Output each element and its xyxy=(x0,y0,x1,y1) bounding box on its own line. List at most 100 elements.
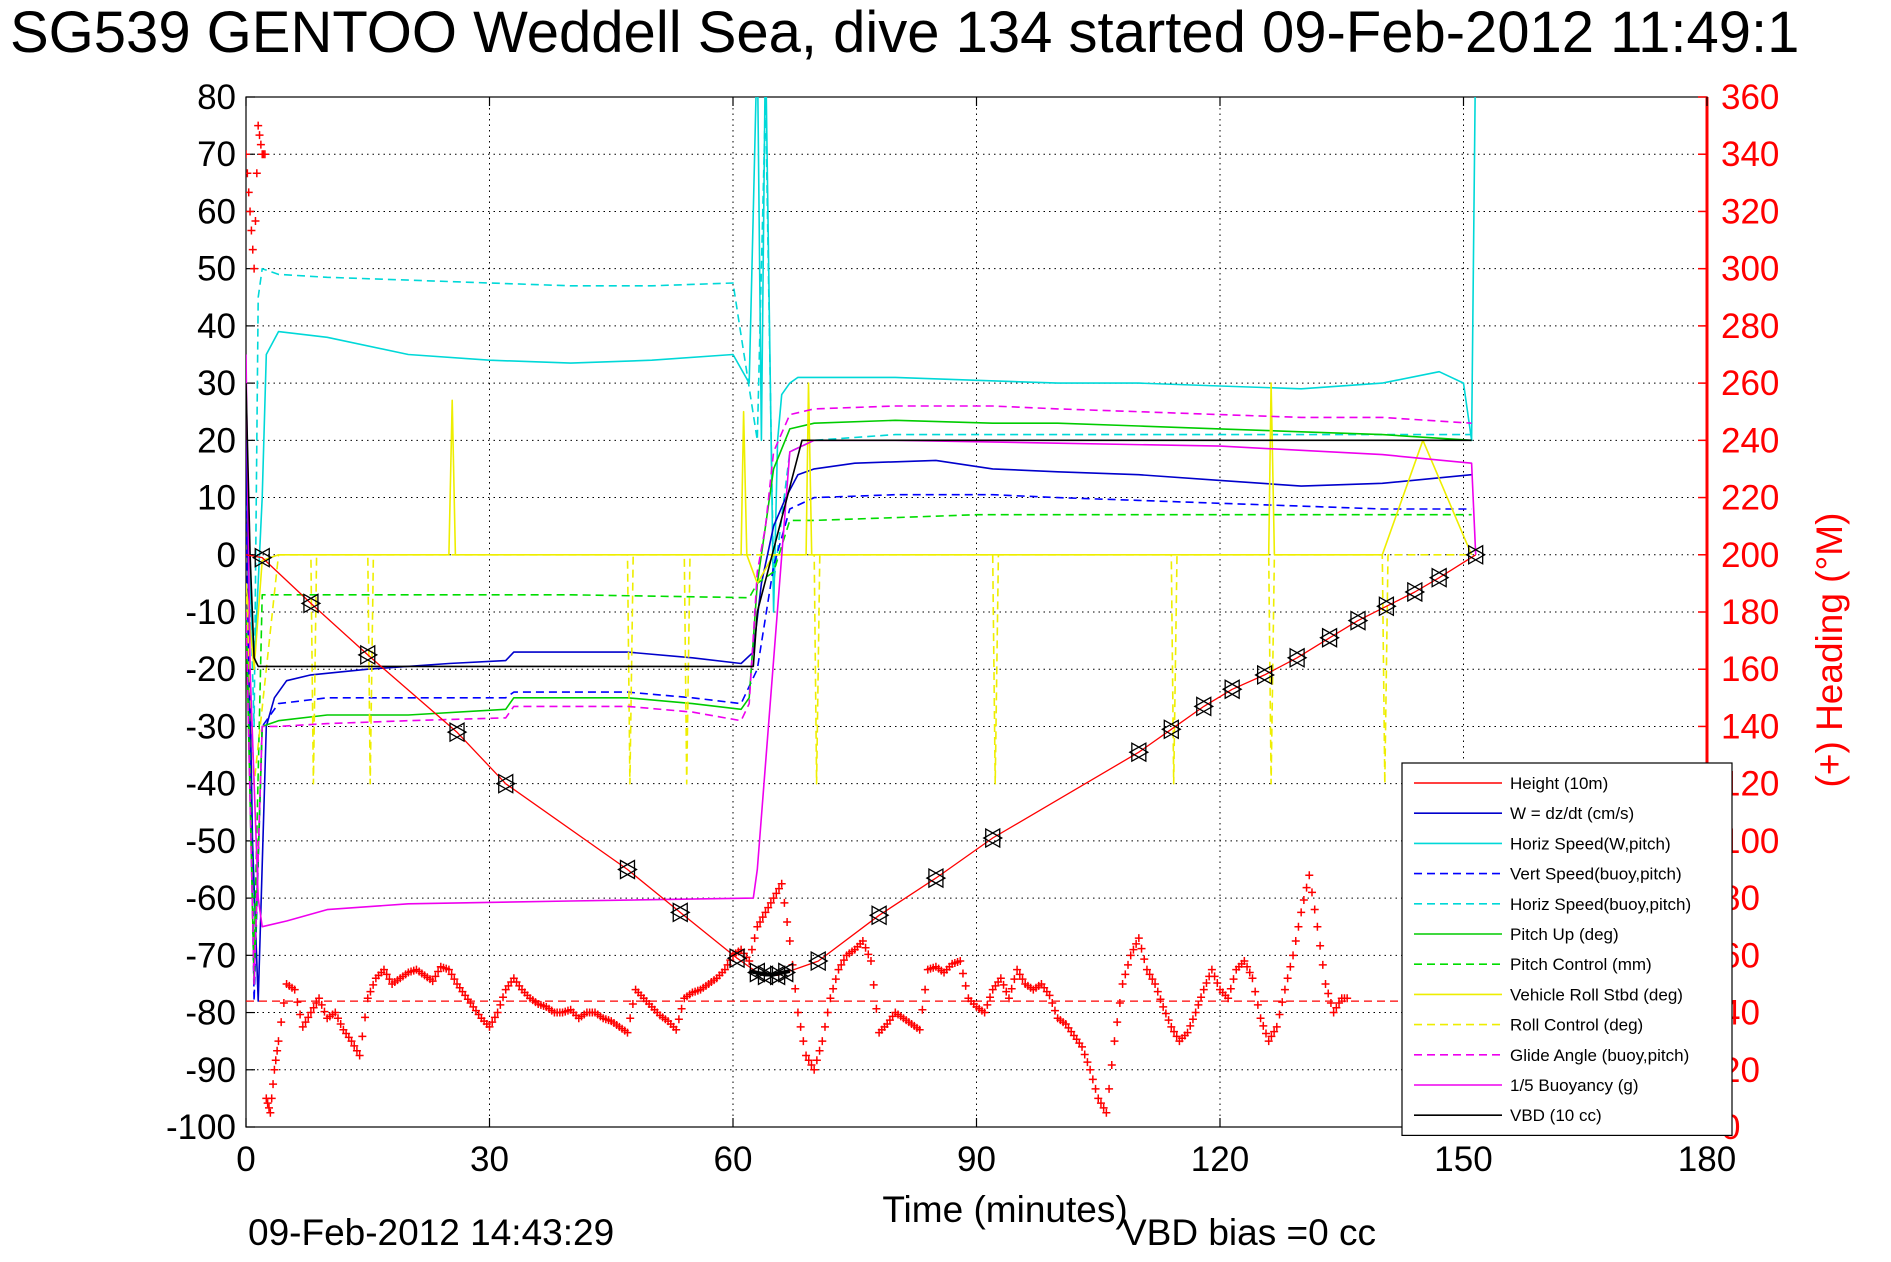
x-axis-label: Time (minutes) xyxy=(882,1189,1127,1230)
heading-point xyxy=(1324,989,1333,998)
tick-label-left: 50 xyxy=(197,250,236,289)
tick-label-left: 0 xyxy=(217,536,236,575)
heading-point xyxy=(1305,871,1314,880)
heading-point xyxy=(317,1000,326,1009)
height-marker-inverse xyxy=(251,547,270,568)
heading-point xyxy=(753,922,762,931)
heading-point xyxy=(1299,896,1308,905)
heading-point xyxy=(444,965,453,974)
height-marker-inverse xyxy=(1193,696,1212,717)
heading-point xyxy=(831,975,840,984)
height-marker xyxy=(1289,647,1308,668)
heading-point xyxy=(270,1065,279,1074)
heading-point xyxy=(866,957,875,966)
series-line-0 xyxy=(246,554,1477,977)
heading-point xyxy=(1094,1094,1103,1103)
heading-point xyxy=(1207,965,1216,974)
heading-point xyxy=(807,1061,816,1070)
heading-point xyxy=(996,974,1005,983)
heading-point xyxy=(1286,962,1295,971)
heading-point xyxy=(1275,1010,1284,1019)
heading-point xyxy=(758,913,767,922)
heading-point xyxy=(361,1013,370,1022)
heading-point xyxy=(1213,978,1222,987)
tick-label-x: 120 xyxy=(1191,1140,1249,1179)
tick-label-x: 150 xyxy=(1434,1140,1492,1179)
heading-point xyxy=(269,1080,278,1089)
height-marker xyxy=(498,773,517,794)
heading-point xyxy=(956,957,965,966)
heading-point xyxy=(1183,1028,1192,1037)
heading-point xyxy=(761,908,770,917)
tick-label-left: -80 xyxy=(185,994,236,1033)
height-marker xyxy=(985,827,1004,849)
heading-point xyxy=(1050,1006,1059,1015)
heading-point xyxy=(450,975,459,984)
heading-point xyxy=(1270,1027,1279,1036)
heading-point xyxy=(774,884,783,893)
heading-point xyxy=(1313,922,1322,931)
heading-point xyxy=(1332,1003,1341,1012)
heading-point xyxy=(255,131,264,140)
footer-timestamp: 09-Feb-2012 14:43:29 xyxy=(248,1212,614,1253)
heading-point xyxy=(799,1037,808,1046)
heading-point xyxy=(1105,1084,1114,1093)
heading-point xyxy=(336,1020,345,1028)
heading-point xyxy=(1243,962,1252,971)
heading-point xyxy=(1197,993,1206,1002)
heading-point xyxy=(1224,994,1233,1003)
heading-point xyxy=(264,1103,273,1112)
heading-point xyxy=(304,1013,313,1022)
heading-point xyxy=(315,994,324,1003)
heading-point xyxy=(745,957,754,966)
heading-point xyxy=(252,169,261,178)
height-marker-inverse xyxy=(1160,719,1179,740)
heading-point xyxy=(447,970,456,979)
heading-point xyxy=(267,1094,276,1103)
heading-point xyxy=(499,993,508,1002)
legend-label: W = dz/dt (cm/s) xyxy=(1510,804,1634,823)
heading-point xyxy=(290,985,299,994)
heading-point xyxy=(1226,984,1235,993)
height-marker xyxy=(1431,567,1450,588)
heading-point xyxy=(810,1065,819,1074)
heading-point xyxy=(1326,999,1335,1008)
tick-label-right: 300 xyxy=(1721,250,1779,289)
heading-point xyxy=(1118,979,1127,988)
heading-point xyxy=(366,987,375,996)
heading-point xyxy=(872,1004,881,1013)
heading-point xyxy=(1132,939,1141,948)
heading-point xyxy=(434,967,443,976)
footer-vbd-bias: VBD bias =0 cc xyxy=(1122,1212,1376,1253)
heading-point xyxy=(1148,975,1157,984)
series-line-9 xyxy=(246,405,1472,985)
heading-point xyxy=(1015,970,1024,979)
heading-point xyxy=(369,980,378,989)
heading-point xyxy=(766,898,775,907)
tick-label-x: 30 xyxy=(470,1140,509,1179)
tick-label-right: 200 xyxy=(1721,536,1779,575)
height-marker xyxy=(1224,679,1243,700)
heading-point xyxy=(496,1000,505,1009)
heading-point xyxy=(1048,999,1057,1008)
heading-point xyxy=(777,879,786,888)
heading-point xyxy=(918,1005,927,1014)
tick-label-left: 40 xyxy=(197,307,236,346)
heading-point xyxy=(628,999,637,1008)
height-marker-inverse xyxy=(1128,742,1147,763)
heading-point xyxy=(1321,979,1330,988)
heading-point xyxy=(750,934,759,943)
height-marker xyxy=(1256,664,1275,686)
heading-point xyxy=(796,1022,805,1031)
heading-point xyxy=(301,1018,310,1027)
heading-point xyxy=(1256,1014,1265,1023)
heading-point xyxy=(1153,987,1162,996)
heading-point xyxy=(804,1056,813,1065)
tick-label-left: -60 xyxy=(185,879,236,918)
heading-point xyxy=(1002,987,1011,996)
heading-point xyxy=(677,1004,686,1013)
heading-point xyxy=(834,965,843,974)
heading-point xyxy=(823,1008,832,1017)
heading-point xyxy=(1156,995,1165,1004)
tick-label-right: 180 xyxy=(1721,593,1779,632)
